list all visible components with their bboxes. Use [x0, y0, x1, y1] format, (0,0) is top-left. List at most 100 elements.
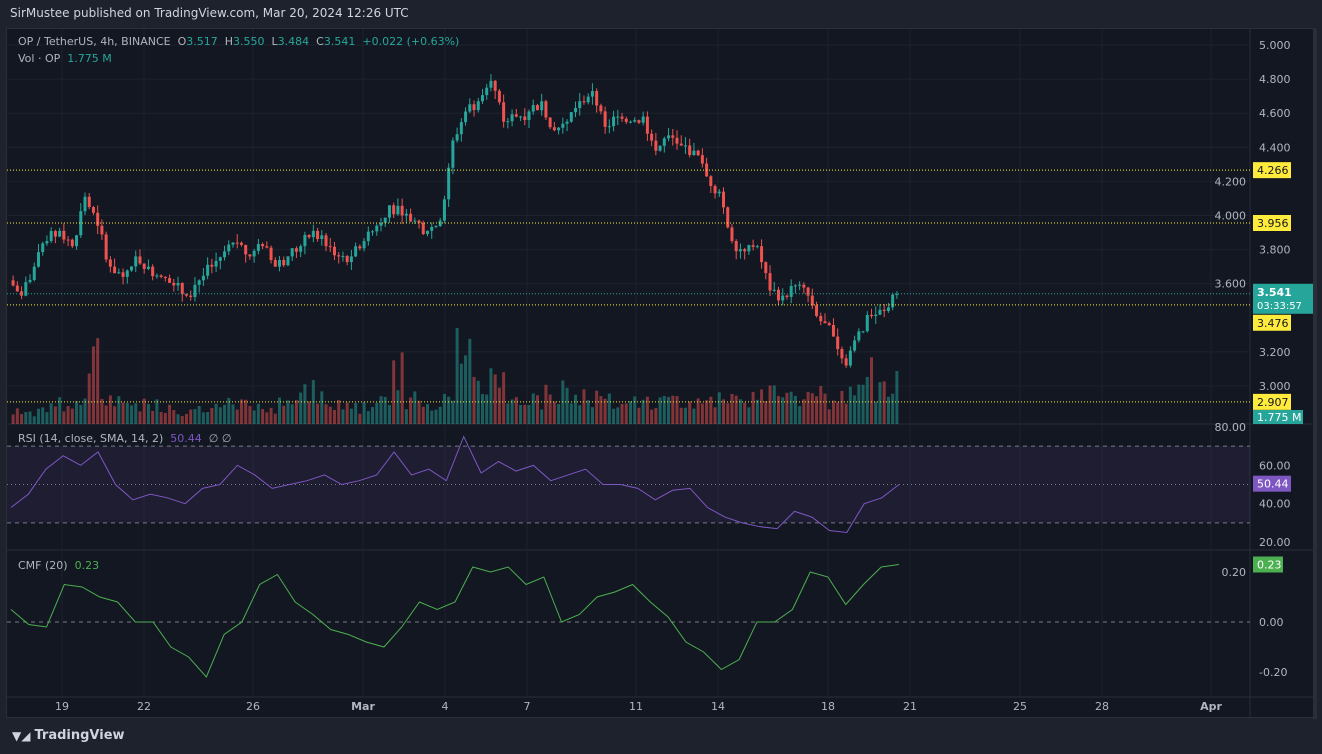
volume-bar	[307, 401, 311, 424]
candle-body	[104, 234, 108, 260]
candle-body	[755, 246, 759, 248]
candle-body	[819, 316, 823, 322]
volume-bar	[36, 408, 40, 424]
candle-body	[552, 127, 556, 131]
cmf-line	[10, 564, 900, 678]
volume-bar	[328, 406, 332, 424]
x-tick-label: 26	[246, 700, 260, 713]
volume-bar	[831, 400, 835, 424]
volume-axis-label: 1.775 M	[1257, 411, 1301, 424]
price-tick-label: 5.000	[1259, 39, 1291, 52]
candle-body	[366, 231, 370, 242]
cmf-label[interactable]: CMF (20)	[18, 559, 68, 572]
candle-body	[201, 275, 205, 281]
candle-body	[650, 133, 654, 141]
volume-bar	[840, 390, 844, 424]
price-tick-label: 4.600	[1259, 107, 1291, 120]
volume-bar	[24, 412, 28, 424]
volume-label[interactable]: Vol · OP	[18, 52, 61, 65]
candle-body	[823, 321, 827, 324]
volume-bar	[223, 404, 227, 424]
candle-body	[569, 112, 573, 122]
volume-bar	[256, 403, 260, 424]
candle-body	[197, 280, 201, 285]
volume-bar	[252, 410, 256, 424]
rsi-label[interactable]: RSI (14, close, SMA, 14, 2)	[18, 432, 164, 445]
candle-body	[789, 285, 793, 297]
candle-body	[565, 121, 569, 124]
volume-bar	[565, 387, 569, 424]
volume-bar	[637, 407, 641, 424]
candle-body	[523, 116, 527, 120]
volume-bar	[480, 394, 484, 424]
chart-frame[interactable]: 19 22 26 Mar 4 7 11 14 18 21 25 28 Apr 5.000 4.800 4.60…	[6, 28, 1317, 719]
candle-body	[371, 231, 375, 233]
volume-bar	[413, 391, 417, 424]
price-tick-label: 3.600	[1215, 278, 1247, 291]
candle-body	[768, 273, 772, 291]
candle-body	[332, 246, 336, 256]
volume-bar	[734, 395, 738, 424]
rsi-tick-label: 80.00	[1215, 421, 1247, 434]
rsi-tick-label: 60.00	[1259, 459, 1291, 472]
candle-body	[527, 111, 531, 120]
volume-bar	[705, 400, 709, 424]
high-value: 3.550	[233, 35, 265, 48]
candle-body	[442, 199, 446, 221]
volume-bar	[155, 399, 159, 424]
volume-bar	[362, 401, 366, 424]
candle-body	[662, 138, 666, 146]
candle-body	[223, 251, 227, 258]
price-tick-label: 4.000	[1215, 210, 1247, 223]
volume-bar	[430, 410, 434, 424]
level-badge	[1253, 162, 1291, 179]
volume-bar	[193, 409, 197, 424]
x-tick-label: 19	[55, 700, 69, 713]
volume-bar	[624, 403, 628, 424]
volume-bar	[548, 394, 552, 424]
candle-body	[595, 91, 599, 106]
chart-canvas[interactable]: 19 22 26 Mar 4 7 11 14 18 21 25 28 Apr 5.000 4.800 4.60…	[7, 29, 1317, 719]
candle-body	[827, 323, 831, 325]
candle-body	[853, 340, 857, 351]
candle-body	[434, 226, 438, 228]
candle-body	[210, 264, 214, 267]
volume-bar	[633, 396, 637, 424]
volume-bar	[569, 403, 573, 424]
volume-bar	[620, 403, 624, 424]
volume-bar	[176, 414, 180, 424]
change-value: +0.022 (+0.63%)	[362, 35, 460, 48]
volume-bar	[231, 404, 235, 424]
volume-bar	[819, 386, 823, 424]
volume-bar	[865, 376, 869, 424]
volume-bar	[764, 401, 768, 424]
volume-bar	[527, 404, 531, 424]
candle-body	[886, 307, 890, 311]
candle-body	[24, 282, 28, 296]
candle-body	[180, 282, 184, 295]
footer-brand[interactable]: ▼◢ TradingView	[12, 728, 125, 743]
volume-bar	[519, 405, 523, 424]
volume-bar	[874, 401, 878, 424]
candle-body	[214, 260, 218, 267]
volume-bar	[607, 393, 611, 424]
symbol-label[interactable]: OP / TetherUS, 4h, BINANCE	[18, 35, 171, 48]
x-tick-label: 11	[629, 700, 643, 713]
candle-body	[269, 247, 273, 261]
candle-body	[383, 217, 387, 223]
candle-body	[83, 196, 87, 212]
ohlc-legend: OP / TetherUS, 4h, BINANCE O3.517 H3.550…	[18, 35, 459, 48]
cmf-tick-label: 0.20	[1222, 566, 1247, 579]
candle-body	[480, 95, 484, 102]
candle-body	[548, 117, 552, 128]
candle-body	[836, 336, 840, 350]
volume-bar	[121, 402, 125, 424]
candle-body	[489, 80, 493, 88]
candle-body	[193, 284, 197, 297]
volume-bar	[358, 413, 362, 424]
candle-body	[218, 257, 222, 261]
volume-bar	[667, 396, 671, 424]
volume-bar	[506, 403, 510, 424]
candle-body	[273, 260, 277, 267]
candle-body	[134, 256, 138, 267]
